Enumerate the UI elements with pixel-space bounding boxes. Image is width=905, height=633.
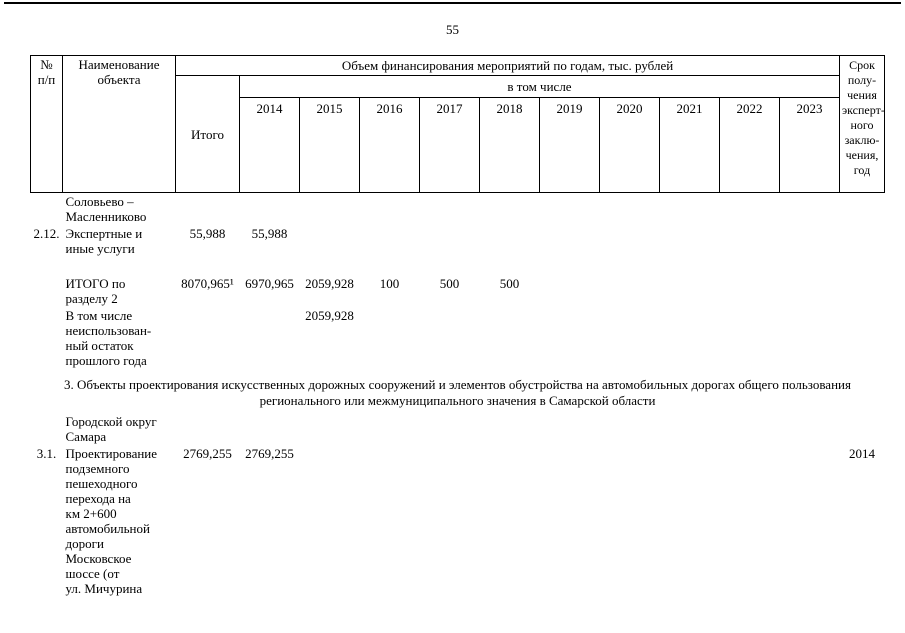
row-y2016: 100 [379, 276, 400, 291]
table-row: В том числе неиспользован- ный остаток п… [31, 307, 885, 369]
header-row-1: № п/п Наименование объекта Объем финанси… [30, 55, 885, 193]
row-y2015: 2059,928 [305, 276, 354, 291]
row-y2014: 2769,255 [245, 446, 294, 461]
top-rule [4, 2, 901, 4]
row-name: Экспертные и иные услуги [65, 226, 143, 256]
row-total: 2769,255 [183, 446, 232, 461]
table-row: 2.12. Экспертные и иные услуги 55,988 55… [31, 225, 885, 257]
spacer-row [31, 257, 885, 275]
page-number: 55 [446, 22, 459, 37]
header-year-2018: 2018 [479, 97, 540, 193]
header-year-2020: 2020 [599, 97, 660, 193]
table-row: ИТОГО по разделу 2 8070,965¹ 6970,965 20… [31, 275, 885, 307]
row-name: Соловьево – Масленниково [65, 194, 147, 224]
header-year-2016: 2016 [359, 97, 420, 193]
row-y2017: 500 [439, 276, 460, 291]
header-year-2019: 2019 [539, 97, 600, 193]
header-year-2014: 2014 [239, 97, 300, 193]
row-name: Городской округ Самара [65, 414, 157, 444]
section-3-heading: 3. Объекты проектирования искусственных … [64, 377, 851, 408]
row-y2014: 6970,965 [245, 276, 294, 291]
header-including: в том числе [239, 75, 840, 98]
table-row: 3.1. Проектирование подземного пешеходно… [31, 445, 885, 597]
row-y2018: 500 [499, 276, 520, 291]
row-term: 2014 [849, 446, 875, 461]
header-year-2021: 2021 [659, 97, 720, 193]
row-name: Проектирование подземного пешеходного пе… [65, 446, 158, 596]
header-volume-title: Объем финансирования мероприятий по года… [175, 55, 840, 76]
financing-table: № п/п Наименование объекта Объем финанси… [30, 55, 885, 597]
header-total: Итого [175, 75, 240, 193]
header-year-2023: 2023 [779, 97, 840, 193]
table-row: Городской округ Самара [31, 413, 885, 445]
row-name: В том числе неиспользован- ный остаток п… [65, 308, 152, 368]
table-header: № п/п Наименование объекта Объем финанси… [30, 55, 885, 193]
header-year-2017: 2017 [419, 97, 480, 193]
header-row-2: Итого в том числе [31, 75, 885, 193]
row-name: ИТОГО по разделу 2 [65, 276, 126, 306]
header-term: Срок полу- чения эксперт- ного заклю- че… [839, 55, 885, 193]
table-body: Соловьево – Масленниково 2.12. Экспертны… [31, 193, 885, 598]
row-y2014: 55,988 [251, 226, 288, 241]
header-year-2022: 2022 [719, 97, 780, 193]
row-num: 3.1. [36, 446, 57, 461]
header-row-years: 2014 2015 2016 2017 2018 2019 2020 2021 … [31, 97, 885, 193]
row-total: 8070,965¹ [181, 276, 234, 291]
header-num: № п/п [30, 55, 63, 193]
header-name: Наименование объекта [62, 55, 176, 193]
row-total: 55,988 [189, 226, 226, 241]
table-row: Соловьево – Масленниково [31, 193, 885, 226]
section-heading-row: 3. Объекты проектирования искусственных … [31, 369, 885, 413]
header-year-2015: 2015 [299, 97, 360, 193]
row-y2015: 2059,928 [305, 308, 354, 323]
row-num: 2.12. [33, 226, 60, 241]
